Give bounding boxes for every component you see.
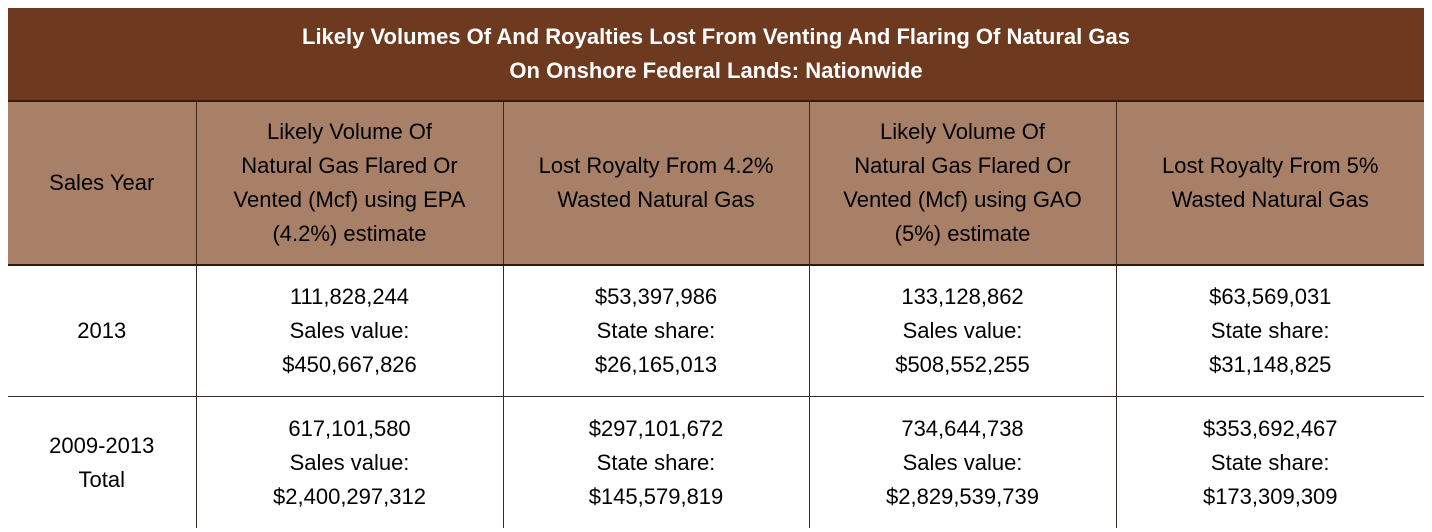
cell-line: State share: xyxy=(596,318,716,343)
cell-epa-volume: 617,101,580 Sales value: $2,400,297,312 xyxy=(196,396,504,528)
cell-line: $31,148,825 xyxy=(1209,352,1332,377)
header-line: (5%) estimate xyxy=(894,221,1031,246)
royalties-table: Likely Volumes Of And Royalties Lost Fro… xyxy=(8,8,1424,528)
header-line: Lost Royalty From 4.2% xyxy=(538,153,774,178)
title-line-2: On Onshore Federal Lands: Nationwide xyxy=(509,58,923,83)
cell-line: 734,644,738 xyxy=(901,415,1024,441)
cell-line: 2013 xyxy=(77,318,127,343)
title-line-1: Likely Volumes Of And Royalties Lost Fro… xyxy=(302,24,1130,49)
table-title: Likely Volumes Of And Royalties Lost Fro… xyxy=(8,8,1424,102)
cell-sales-year: 2009-2013 Total xyxy=(8,396,197,528)
cell-royalty-5: $63,569,031 State share: $31,148,825 xyxy=(1116,265,1424,397)
cell-line: Total xyxy=(78,466,125,492)
header-line: Likely Volume Of xyxy=(879,119,1046,144)
header-line: Vented (Mcf) using EPA xyxy=(233,187,466,212)
header-sales-year: Sales Year xyxy=(8,102,197,265)
cell-line: $2,829,539,739 xyxy=(886,483,1039,509)
header-epa-volume: Likely Volume Of Natural Gas Flared Or V… xyxy=(196,102,504,265)
cell-line: Sales value: xyxy=(902,318,1023,343)
header-line: Vented (Mcf) using GAO xyxy=(843,187,1082,212)
cell-line: State share: xyxy=(1210,449,1330,475)
cell-line: Sales value: xyxy=(902,449,1023,475)
header-line: Sales Year xyxy=(49,170,155,195)
header-row: Sales Year Likely Volume Of Natural Gas … xyxy=(8,102,1424,265)
cell-line: $2,400,297,312 xyxy=(273,483,426,509)
cell-royalty-5: $353,692,467 State share: $173,309,309 xyxy=(1116,396,1424,528)
cell-line: $26,165,013 xyxy=(594,352,718,377)
cell-epa-volume: 111,828,244 Sales value: $450,667,826 xyxy=(196,265,504,397)
cell-royalty-4-2: $297,101,672 State share: $145,579,819 xyxy=(503,396,810,528)
cell-gao-volume: 734,644,738 Sales value: $2,829,539,739 xyxy=(809,396,1117,528)
cell-line: $63,569,031 xyxy=(1209,284,1332,309)
cell-line: $297,101,672 xyxy=(588,415,724,441)
table-row: 2009-2013 Total 617,101,580 Sales value:… xyxy=(8,396,1424,528)
cell-gao-volume: 133,128,862 Sales value: $508,552,255 xyxy=(809,265,1117,397)
cell-sales-year: 2013 xyxy=(8,265,197,397)
header-line: Lost Royalty From 5% xyxy=(1162,153,1379,178)
cell-line: $450,667,826 xyxy=(282,352,417,377)
cell-line: Sales value: xyxy=(289,318,410,343)
header-line: (4.2%) estimate xyxy=(272,221,427,246)
header-royalty-4-2: Lost Royalty From 4.2% Wasted Natural Ga… xyxy=(503,102,810,265)
cell-line: State share: xyxy=(1210,318,1330,343)
header-line: Wasted Natural Gas xyxy=(1171,187,1369,212)
data-table: Sales Year Likely Volume Of Natural Gas … xyxy=(8,102,1424,528)
header-line: Natural Gas Flared Or xyxy=(241,153,458,178)
cell-line: $53,397,986 xyxy=(594,284,718,309)
header-line: Natural Gas Flared Or xyxy=(854,153,1071,178)
cell-line: $353,692,467 xyxy=(1202,415,1338,441)
cell-line: 2009-2013 xyxy=(49,432,155,458)
header-gao-volume: Likely Volume Of Natural Gas Flared Or V… xyxy=(809,102,1117,265)
cell-line: 133,128,862 xyxy=(901,284,1024,309)
cell-line: $508,552,255 xyxy=(895,352,1030,377)
cell-royalty-4-2: $53,397,986 State share: $26,165,013 xyxy=(503,265,810,397)
header-line: Likely Volume Of xyxy=(266,119,433,144)
cell-line: $145,579,819 xyxy=(588,483,724,509)
cell-line: Sales value: xyxy=(289,449,410,475)
header-royalty-5: Lost Royalty From 5% Wasted Natural Gas xyxy=(1116,102,1424,265)
cell-line: 617,101,580 xyxy=(288,415,411,441)
cell-line: 111,828,244 xyxy=(289,284,410,309)
cell-line: State share: xyxy=(596,449,716,475)
header-line: Wasted Natural Gas xyxy=(557,187,755,212)
table-row: 2013 111,828,244 Sales value: $450,667,8… xyxy=(8,265,1424,397)
cell-line: $173,309,309 xyxy=(1202,483,1338,509)
